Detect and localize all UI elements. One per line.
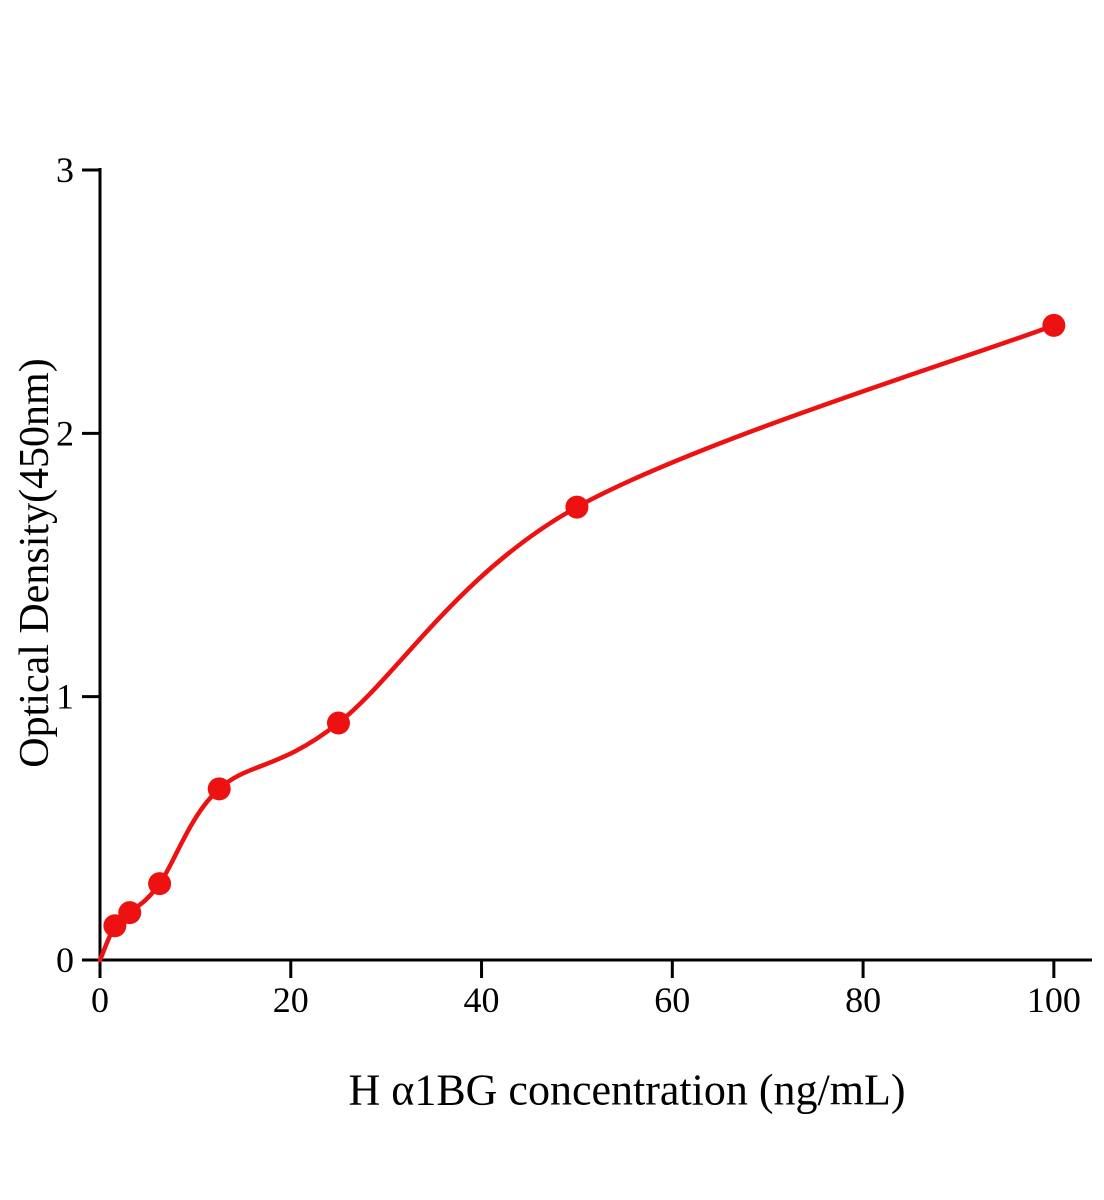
x-tick-label: 20 <box>273 980 309 1020</box>
x-tick-label: 100 <box>1027 980 1081 1020</box>
x-tick-label: 60 <box>654 980 690 1020</box>
x-tick-label: 80 <box>845 980 881 1020</box>
data-point <box>103 914 127 938</box>
fit-curve <box>97 323 1057 963</box>
data-point <box>326 711 350 735</box>
data-point <box>1042 313 1066 337</box>
y-tick-label: 1 <box>56 677 74 717</box>
data-point <box>148 872 172 896</box>
data-point <box>118 901 142 925</box>
x-axis-label: H α1BG concentration (ng/mL) <box>348 1065 906 1115</box>
y-tick-label: 0 <box>56 940 74 980</box>
y-tick-label: 3 <box>56 150 74 190</box>
x-tick-label: 40 <box>464 980 500 1020</box>
data-point <box>207 777 231 801</box>
data-point <box>565 495 589 519</box>
y-axis-label: Optical Density(450nm) <box>12 358 58 768</box>
y-tick-label: 2 <box>56 413 74 453</box>
x-tick-label: 0 <box>91 980 109 1020</box>
